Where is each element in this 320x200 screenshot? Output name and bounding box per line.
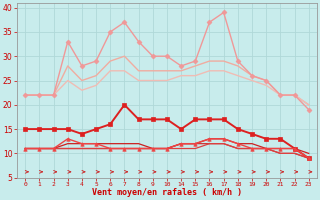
X-axis label: Vent moyen/en rafales ( km/h ): Vent moyen/en rafales ( km/h ): [92, 188, 242, 197]
